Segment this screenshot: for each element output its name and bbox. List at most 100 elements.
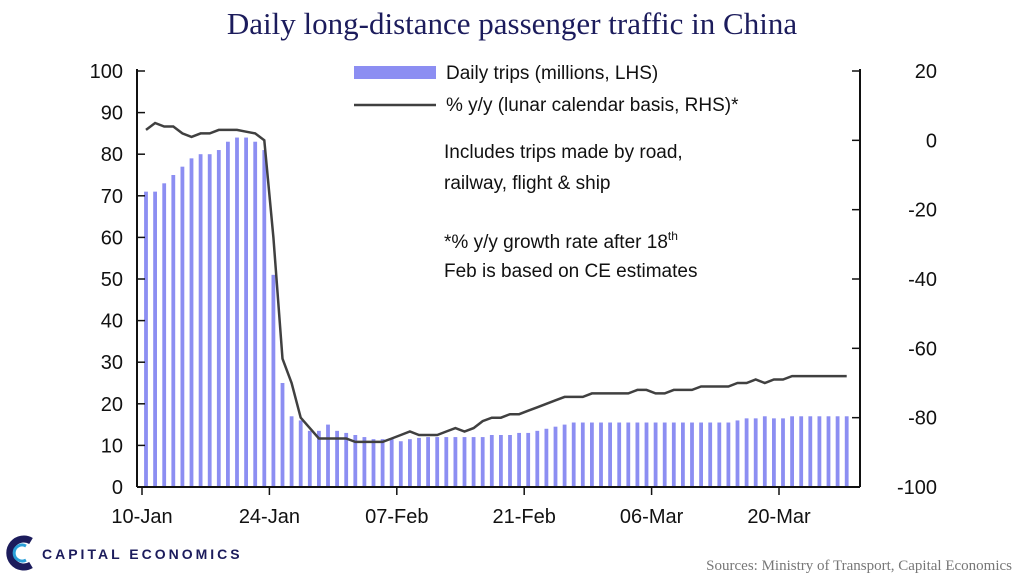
left-tick-label: 20 <box>101 394 123 416</box>
left-tick-label: 50 <box>101 269 123 291</box>
bar-day-9 <box>226 141 230 487</box>
bar-day-13 <box>262 150 267 488</box>
bar-day-20 <box>326 424 330 487</box>
bar-day-45 <box>553 426 558 487</box>
bar-day-56 <box>653 422 658 487</box>
bar-day-66 <box>744 418 749 487</box>
bar-day-39 <box>499 435 503 487</box>
x-tick-label: 06-Mar <box>620 506 684 528</box>
bar-day-55 <box>644 422 649 487</box>
right-tick-label: -80 <box>908 408 937 430</box>
bar-day-37 <box>480 437 485 487</box>
yoy-line <box>145 121 847 444</box>
left-axis-ticks: 0 10 20 30 40 50 60 70 80 90 100 <box>90 61 145 499</box>
growth-note-line-1: *% y/y growth rate after 18th <box>444 229 678 253</box>
bar-day-38 <box>489 435 494 487</box>
bar-day-23 <box>353 435 358 487</box>
bar-day-52 <box>617 422 622 487</box>
bar-day-42 <box>526 432 531 487</box>
bar-day-44 <box>544 428 549 487</box>
logo-mark-icon <box>6 535 33 571</box>
x-tick-label: 21-Feb <box>493 506 556 528</box>
bar-day-48 <box>580 422 585 487</box>
bar-day-69 <box>772 418 776 487</box>
bar-day-17 <box>298 420 303 487</box>
x-tick-label: 20-Mar <box>747 506 811 528</box>
left-tick-label: 10 <box>101 435 123 457</box>
bar-day-3 <box>171 175 176 487</box>
chart-title: Daily long-distance passenger traffic in… <box>227 6 797 41</box>
bar-day-4 <box>180 166 185 487</box>
capital-economics-logo: CAPITAL ECONOMICS <box>6 535 243 571</box>
right-tick-label: -60 <box>908 338 937 360</box>
bar-day-0 <box>144 191 148 487</box>
right-tick-label: -40 <box>908 269 937 291</box>
note-line-2: railway, flight & ship <box>444 173 611 194</box>
bar-day-63 <box>717 422 722 487</box>
bar-day-32 <box>435 437 440 487</box>
left-tick-label: 90 <box>101 103 123 125</box>
legend-swatch-daily-trips <box>354 66 436 79</box>
bar-day-64 <box>726 422 731 487</box>
note-line-1: Includes trips made by road, <box>444 142 683 163</box>
bar-day-49 <box>590 422 594 487</box>
bar-day-40 <box>508 435 512 487</box>
bar-day-22 <box>344 432 349 487</box>
left-tick-label: 100 <box>90 61 123 83</box>
bar-day-73 <box>808 416 813 487</box>
bar-day-61 <box>699 422 703 487</box>
bar-day-15 <box>280 383 285 487</box>
bar-day-53 <box>626 422 631 487</box>
x-tick-label: 24-Jan <box>239 506 300 528</box>
bar-day-59 <box>681 422 685 487</box>
bar-day-62 <box>708 422 713 487</box>
bar-day-6 <box>198 154 203 487</box>
right-tick-label: 20 <box>915 61 937 83</box>
bar-day-75 <box>826 416 831 487</box>
legend: Daily trips (millions, LHS) % y/y (lunar… <box>354 63 739 116</box>
bar-day-7 <box>207 154 212 487</box>
left-tick-label: 70 <box>101 186 123 208</box>
bar-day-21 <box>335 430 339 487</box>
legend-label-yoy: % y/y (lunar calendar basis, RHS)* <box>446 95 739 116</box>
bar-series <box>144 137 849 488</box>
bar-day-30 <box>417 437 421 487</box>
bar-day-70 <box>781 418 785 487</box>
left-tick-label: 80 <box>101 144 123 166</box>
bar-day-76 <box>835 416 840 487</box>
bar-day-34 <box>453 437 458 487</box>
bar-day-29 <box>408 439 412 487</box>
x-axis-ticks: 10-Jan 24-Jan 07-Feb 21-Feb 06-Mar 20-Mar <box>111 487 811 528</box>
bar-day-47 <box>571 422 576 487</box>
bar-day-71 <box>790 416 794 487</box>
bar-day-27 <box>389 439 394 487</box>
bar-day-16 <box>289 416 294 487</box>
bar-day-50 <box>599 422 603 487</box>
right-tick-label: -20 <box>908 200 937 222</box>
brand-name: CAPITAL ECONOMICS <box>42 546 243 562</box>
bar-day-65 <box>735 420 740 487</box>
bar-day-57 <box>662 422 667 487</box>
bar-day-72 <box>799 416 804 487</box>
bar-day-31 <box>426 437 430 487</box>
bar-day-77 <box>844 416 849 487</box>
source-note: Sources: Ministry of Transport, Capital … <box>706 558 1012 574</box>
left-tick-label: 60 <box>101 227 123 249</box>
bar-day-54 <box>635 422 640 487</box>
left-tick-label: 40 <box>101 311 123 333</box>
bar-day-12 <box>253 141 258 487</box>
bar-day-74 <box>817 416 822 487</box>
bar-day-2 <box>162 183 167 487</box>
bar-day-58 <box>671 422 676 487</box>
bar-day-11 <box>244 137 248 487</box>
bar-day-18 <box>307 430 312 487</box>
bar-day-51 <box>608 422 612 487</box>
growth-note-line-2: Feb is based on CE estimates <box>444 261 697 282</box>
left-tick-label: 30 <box>101 352 123 374</box>
bar-day-41 <box>517 432 521 487</box>
bar-day-35 <box>462 437 467 487</box>
bar-day-19 <box>317 430 321 487</box>
bar-day-28 <box>398 441 403 487</box>
bar-day-8 <box>216 150 221 488</box>
